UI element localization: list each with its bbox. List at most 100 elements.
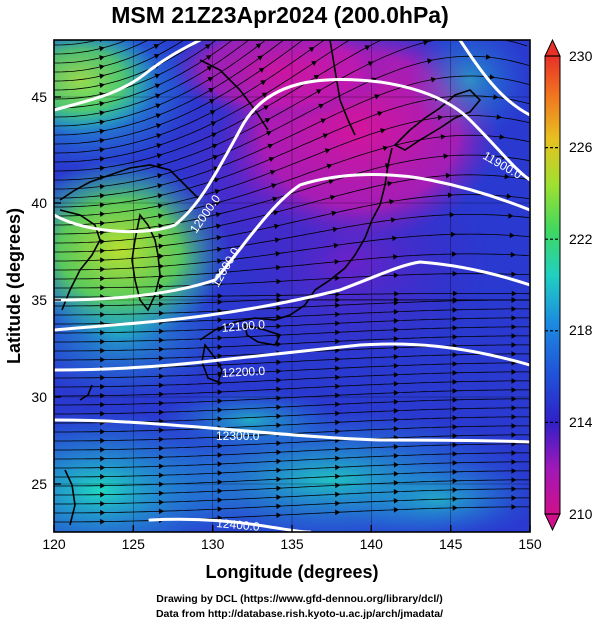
streamline-arrow <box>100 311 106 318</box>
streamline-arrow <box>335 428 341 435</box>
streamline-arrow <box>100 374 106 381</box>
streamline <box>54 194 530 253</box>
streamline <box>54 40 351 163</box>
streamline-arrow <box>504 173 510 180</box>
colorbar-body <box>544 55 561 515</box>
streamline-arrow <box>100 401 106 408</box>
streamline-arrow <box>154 83 161 89</box>
streamline-arrow <box>100 500 106 507</box>
streamline-arrow <box>203 20 210 27</box>
streamline-arrow <box>393 453 399 459</box>
x-tick-label: 150 <box>518 536 542 552</box>
streamline-arrow <box>511 290 517 297</box>
streamline-arrow <box>158 223 164 229</box>
streamline-arrow <box>255 43 262 49</box>
streamline-arrow <box>214 189 221 195</box>
streamline-arrow <box>452 406 458 412</box>
streamline-arrow <box>304 18 311 25</box>
streamline-arrow <box>493 94 499 100</box>
streamline-arrow <box>393 471 399 477</box>
y-tick-label: 25 <box>31 476 47 492</box>
colorbar-label: 210 <box>569 506 593 522</box>
streamline-arrow <box>158 233 164 239</box>
streamline-arrow <box>217 344 223 350</box>
streamline-arrow <box>335 464 341 471</box>
streamline-arrow <box>100 437 106 444</box>
streamline-arrow <box>511 271 517 277</box>
streamline-arrow <box>276 458 282 465</box>
streamline <box>54 40 326 154</box>
streamline-arrow <box>427 58 433 64</box>
streamline-arrow <box>318 103 324 109</box>
streamline-arrow <box>276 449 282 456</box>
streamline-arrow <box>374 94 380 100</box>
streamline-arrow <box>158 409 164 416</box>
streamline-arrow <box>276 386 282 393</box>
streamline-arrow <box>452 496 458 502</box>
streamline-arrow <box>99 82 105 89</box>
streamline-arrow <box>268 156 275 162</box>
streamline-arrow <box>393 462 399 468</box>
y-tick-label: 45 <box>31 89 47 105</box>
contour-label-12300: 12300.0 <box>216 429 260 443</box>
streamline-arrow <box>334 259 340 265</box>
streamline <box>54 75 530 199</box>
streamline-arrow <box>452 505 458 511</box>
axis-ticks <box>53 96 531 532</box>
streamline-arrow <box>335 297 341 303</box>
streamline-arrow <box>99 193 106 199</box>
x-tick-label: 125 <box>122 536 146 552</box>
contour-label-12400: 12400.0 <box>216 516 261 534</box>
streamline <box>54 488 530 505</box>
streamline <box>54 40 285 136</box>
colorbar-label: 226 <box>569 139 593 155</box>
x-tick-label: 145 <box>439 536 463 552</box>
streamline-arrow <box>204 31 211 38</box>
streamline <box>54 461 530 478</box>
coastline-korea <box>131 213 161 312</box>
streamline <box>54 40 383 172</box>
streamline-arrow <box>100 410 106 417</box>
streamline-arrow <box>158 481 164 488</box>
streamline-arrow <box>217 461 223 467</box>
streamline <box>54 443 530 460</box>
streamline-arrow <box>273 210 279 216</box>
streamline-arrow <box>511 504 517 510</box>
streamline-arrow <box>393 300 399 306</box>
streamline-arrow <box>208 99 215 105</box>
streamline-arrow <box>271 183 277 189</box>
streamline-arrow <box>276 323 282 330</box>
streamline-arrow <box>511 405 517 411</box>
streamline-arrow <box>100 473 106 480</box>
streamline <box>54 40 250 118</box>
streamline-arrow <box>329 194 336 201</box>
streamline-arrow <box>156 153 163 159</box>
streamline-arrow <box>393 254 399 260</box>
streamline <box>54 371 530 388</box>
streamline-arrow <box>202 0 209 6</box>
streamline-arrow <box>276 341 282 348</box>
streamline-arrow <box>156 133 162 139</box>
streamline-arrow <box>217 470 223 476</box>
height-contours <box>54 40 530 532</box>
streamline-arrow <box>99 211 106 217</box>
streamline-arrow <box>511 297 517 303</box>
streamline-arrow <box>335 500 341 507</box>
streamline-arrow <box>324 148 331 154</box>
streamline-arrow <box>387 181 393 187</box>
streamline-arrow <box>452 270 458 277</box>
streamline-arrow <box>157 173 163 179</box>
streamline-arrow <box>452 325 458 331</box>
streamline-arrow <box>158 400 164 407</box>
streamline-arrow <box>358 12 365 19</box>
streamline <box>54 40 150 64</box>
streamline-arrow <box>266 130 272 136</box>
streamline-arrow <box>511 396 517 402</box>
x-axis-label: Longitude (degrees) <box>205 562 378 582</box>
streamline-arrow <box>508 213 514 219</box>
streamline-arrow <box>511 450 517 456</box>
streamline-arrow <box>367 61 374 67</box>
streamline-arrow <box>215 211 222 218</box>
y-tick-labels: 25 30 35 40 45 <box>31 89 47 492</box>
colorbar-label: 230 <box>569 48 593 64</box>
